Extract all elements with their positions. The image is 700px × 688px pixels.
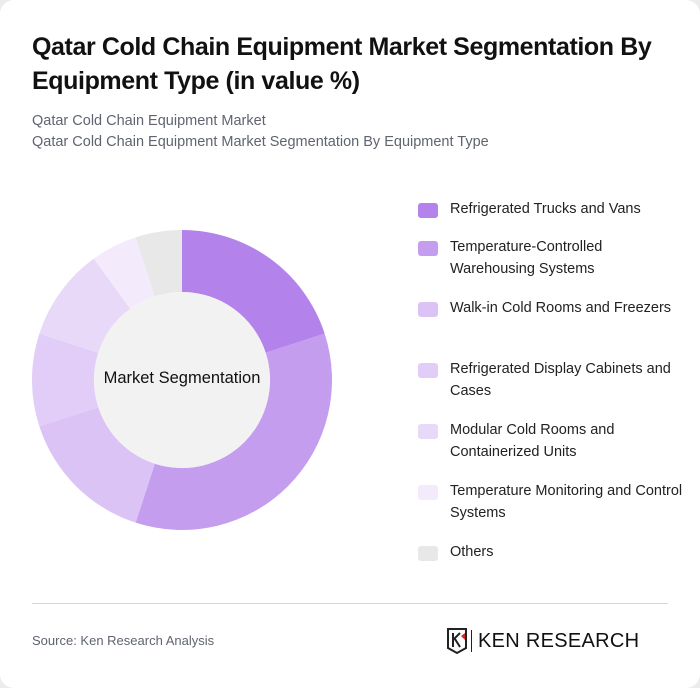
legend-item: Modular Cold Rooms and Containerized Uni… [418,419,690,463]
ken-logo-icon [447,628,467,654]
legend-swatch-icon [418,302,438,317]
donut-hole [94,292,270,468]
donut-slice [32,333,99,427]
donut-slice [135,333,332,530]
logo-separator [471,630,472,652]
legend-label: Others [450,544,494,560]
legend-item: Walk-in Cold Rooms and Freezers [418,297,690,319]
ken-research-logo: KEN RESEARCH [447,627,639,655]
source-note: Source: Ken Research Analysis [32,633,215,648]
legend-swatch-icon [418,424,438,439]
donut-center-label: Market Segmentation [103,369,261,387]
legend-item: Temperature Monitoring and Control Syste… [418,480,690,524]
legend-swatch-icon [418,241,438,256]
donut-chart [32,230,332,530]
subtitle-market: Qatar Cold Chain Equipment Market [32,113,266,129]
legend-label: Temperature Monitoring and Control Syste… [450,483,683,521]
page-title: Qatar Cold Chain Equipment Market Segmen… [32,33,652,95]
legend-label: Temperature-Controlled Warehousing Syste… [450,239,603,277]
donut-slice [135,230,182,297]
legend-item: Temperature-Controlled Warehousing Syste… [418,236,690,280]
legend-label: Modular Cold Rooms and Containerized Uni… [450,422,615,460]
footer-divider [32,603,668,604]
logo-text: KEN RESEARCH [478,629,640,652]
legend-label: Refrigerated Trucks and Vans [450,201,641,217]
legend-swatch-icon [418,203,438,218]
legend-label: Refrigerated Display Cabinets and Cases [450,361,671,399]
legend-swatch-icon [418,485,438,500]
donut-slice [39,407,155,523]
donut-slice [39,258,131,353]
donut-slice [93,237,155,309]
legend-label: Walk-in Cold Rooms and Freezers [450,300,672,316]
legend-item: Others [418,541,690,563]
donut-slice [182,230,325,353]
legend-swatch-icon [418,546,438,561]
legend-swatch-icon [418,363,438,378]
subtitle-segmentation: Qatar Cold Chain Equipment Market Segmen… [32,134,489,150]
legend-item: Refrigerated Trucks and Vans [418,198,690,220]
legend-item: Refrigerated Display Cabinets and Cases [418,358,690,402]
